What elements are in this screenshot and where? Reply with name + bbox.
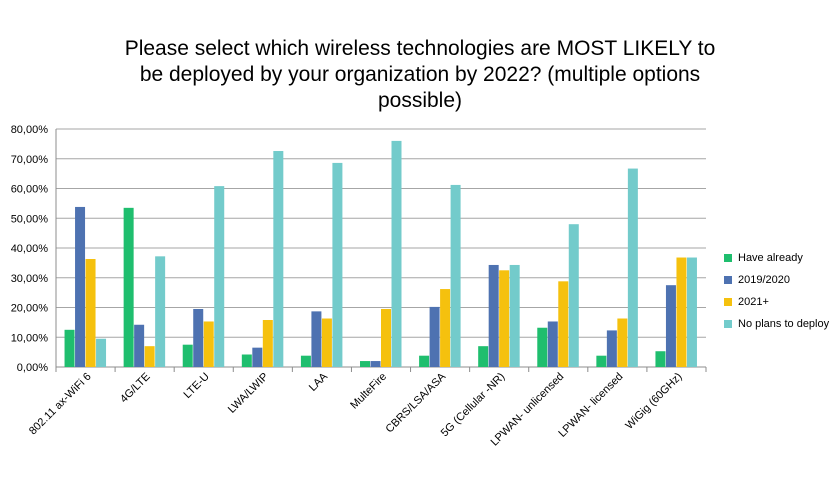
legend-label: 2019/2020: [738, 274, 790, 286]
y-tick-label: 40,00%: [11, 243, 49, 255]
bar-have-already-5: [360, 361, 370, 367]
bar-2021--3: [262, 319, 273, 367]
bar-no-plans-to-deploy-3: [273, 151, 284, 367]
x-tick-label: LWA/LWIP: [226, 371, 271, 416]
x-tick-label: LTE-U: [181, 371, 211, 401]
legend-item-2021-plus: 2021+: [724, 291, 829, 313]
y-tick-label: 70,00%: [11, 154, 49, 166]
y-tick-label: 0,00%: [17, 362, 48, 374]
bar-have-already-3: [241, 354, 252, 367]
bar-2019-2020-0: [75, 206, 86, 367]
bar-2019-2020-2: [193, 308, 204, 367]
bar-no-plans-to-deploy-10: [686, 257, 697, 367]
y-tick-label: 50,00%: [11, 213, 49, 225]
bar-have-already-1: [123, 207, 134, 367]
bar-2021--10: [676, 257, 687, 367]
bar-2019-2020-4: [311, 311, 322, 367]
legend-label: Have already: [738, 252, 803, 264]
legend-item-have-already: Have already: [724, 247, 829, 269]
y-tick-label: 10,00%: [11, 332, 49, 344]
bar-2019-2020-6: [429, 306, 440, 367]
x-tick-label: 802.11 ax-WiFi 6: [27, 371, 94, 438]
y-tick-label: 60,00%: [11, 184, 49, 196]
bar-no-plans-to-deploy-7: [509, 264, 520, 367]
bar-2021--7: [499, 270, 510, 367]
bar-2021--9: [617, 318, 628, 367]
bar-have-already-7: [478, 346, 489, 367]
bar-no-plans-to-deploy-4: [332, 162, 343, 367]
x-tick-label: 4G/LTE: [118, 371, 153, 406]
bar-2021--6: [440, 289, 451, 367]
y-tick-label: 30,00%: [11, 273, 49, 285]
x-tick-label: 5G (Cellular -NR): [439, 371, 508, 440]
bar-2019-2020-7: [488, 264, 499, 367]
bar-have-already-0: [64, 329, 75, 367]
chart-legend: Have already 2019/2020 2021+ No plans to…: [724, 247, 829, 335]
legend-swatch: [724, 276, 732, 284]
bar-have-already-6: [419, 355, 430, 367]
bar-2021--8: [558, 281, 569, 367]
bar-2019-2020-9: [606, 330, 617, 367]
bar-no-plans-to-deploy-6: [450, 184, 461, 367]
legend-swatch: [724, 320, 732, 328]
bar-have-already-2: [182, 344, 193, 367]
x-tick-label: LAA: [307, 370, 331, 394]
chart-title-line: Please select which wireless technologie…: [124, 37, 716, 60]
bar-no-plans-to-deploy-1: [155, 256, 166, 367]
chart-title-line: possible): [377, 89, 463, 112]
bar-2021--1: [144, 346, 155, 367]
bar-2021--4: [321, 318, 332, 367]
chart-title-line: be deployed by your organization by 2022…: [139, 63, 701, 86]
bar-have-already-8: [537, 327, 548, 367]
legend-item-2019-2020: 2019/2020: [724, 269, 829, 291]
bar-have-already-9: [596, 355, 607, 367]
legend-swatch: [724, 298, 732, 306]
bar-2021--0: [85, 259, 96, 367]
bar-no-plans-to-deploy-2: [214, 186, 225, 367]
bar-2019-2020-8: [547, 321, 558, 367]
bar-2021--5: [381, 308, 391, 367]
bar-no-plans-to-deploy-9: [627, 168, 638, 367]
y-tick-label: 20,00%: [11, 303, 49, 315]
bar-2019-2020-5: [370, 361, 381, 367]
legend-item-no-plans: No plans to deploy: [724, 313, 829, 335]
x-tick-label: LPWAN- licensed: [556, 371, 625, 440]
bar-have-already-10: [655, 351, 666, 367]
bar-2019-2020-3: [252, 347, 263, 367]
y-tick-label: 80,00%: [11, 124, 49, 136]
bar-no-plans-to-deploy-8: [568, 224, 579, 367]
bar-no-plans-to-deploy-0: [96, 338, 107, 367]
x-tick-label: WiGig (60GHz): [623, 371, 684, 432]
bar-2019-2020-10: [665, 285, 676, 367]
legend-label: 2021+: [738, 296, 769, 308]
x-tick-label: MulteFire: [348, 371, 389, 412]
chart-title: Please select which wireless technologie…: [60, 36, 780, 114]
bar-have-already-4: [300, 355, 311, 367]
legend-label: No plans to deploy: [738, 318, 830, 330]
bar-2019-2020-1: [134, 324, 145, 367]
x-tick-label: CBRS/LSA/ASA: [384, 370, 449, 435]
bar-2021--2: [203, 321, 214, 367]
legend-swatch: [724, 254, 732, 262]
bar-no-plans-to-deploy-5: [391, 140, 402, 367]
